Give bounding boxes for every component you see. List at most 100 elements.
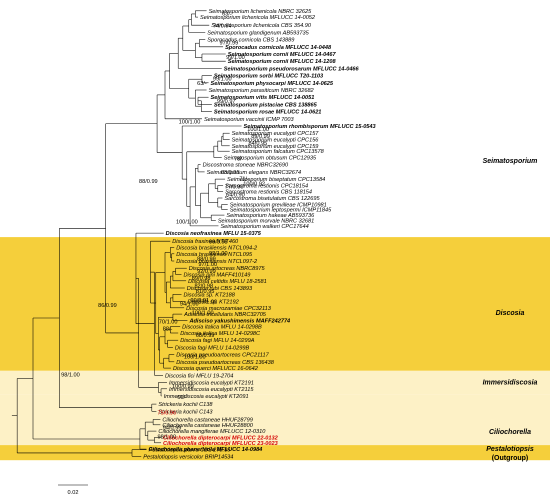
taxon-label: Discosia rubi CBS 143893 bbox=[187, 286, 253, 292]
support-value: 100/1.00 bbox=[179, 120, 201, 126]
support-value: 81/0.95 bbox=[196, 289, 215, 295]
clade-label-pest: Pestalotiopsis bbox=[486, 446, 534, 453]
taxon-label: Discosia sp. KT2188 bbox=[184, 292, 236, 298]
scale-bar: 0.02 bbox=[58, 484, 88, 496]
support-value: 88/0.99 bbox=[139, 179, 158, 185]
taxon-label: Ciliochorella dipterocarpi MFLUCC 22-013… bbox=[163, 435, 279, 441]
support-value: 60/- bbox=[177, 395, 187, 401]
taxon-label: Seimatosporium leptospermi ICMP11845 bbox=[230, 208, 332, 214]
support-value: 86/0.99 bbox=[98, 303, 117, 309]
taxon-label: Seimatosporium lichenicola CBS 354.90 bbox=[211, 23, 312, 29]
band-disc bbox=[0, 237, 550, 371]
support-value: 100/1.00 bbox=[247, 127, 269, 133]
taxon-label: Pestalotiopsis parva CBS 278.35 bbox=[149, 448, 232, 454]
taxon-label: Discosia italica MFLU 14-0298C bbox=[180, 331, 261, 337]
taxon-label: Seimatosporium vitis MFLUCC 14-0051 bbox=[211, 95, 315, 101]
taxon-label: Discosia neofraxinea MFLU 15-0375 bbox=[166, 231, 262, 237]
support-value: 77/0.90 bbox=[225, 184, 244, 190]
support-value: 64/0.90 bbox=[226, 193, 245, 199]
support-value: 89/0.99 bbox=[251, 134, 270, 140]
support-value: 75/0.96 bbox=[157, 410, 176, 416]
taxon-label: Discostroma stoneae NBRC32690 bbox=[203, 163, 289, 169]
taxon-label: Sarcostroma restionis CPC18154 bbox=[225, 183, 308, 189]
taxon-label: Discosia macrozamiae CPC32113 bbox=[186, 306, 272, 312]
taxon-label: Seimatosporium pistaciae CBS 138865 bbox=[214, 102, 318, 108]
support-value: 97/1.00 bbox=[198, 262, 217, 268]
taxon-labels: Seimatosporium lichenicola NBRC 32625Sei… bbox=[143, 9, 377, 460]
support-value: 99/0.91 bbox=[190, 298, 209, 304]
support-value: 100/1.00 bbox=[192, 310, 214, 316]
taxon-label: Seimatosporium glandigenum AB593735 bbox=[207, 30, 309, 36]
taxon-label: Discosia brasiliensis NTCL097-2 bbox=[176, 259, 258, 265]
taxon-label: Seimatosporium biseptatum CPC13584 bbox=[227, 177, 325, 183]
taxon-label: Discosia pseudoartocreas CPC21117 bbox=[176, 353, 269, 359]
support-value: 63/0.91 bbox=[221, 170, 240, 176]
taxon-label: Seimatosporium elegans NBRC32674 bbox=[207, 170, 302, 176]
taxon-label: Sporocadus cornicola MFLUCC 14-0448 bbox=[225, 45, 332, 51]
taxon-label: Discosia fici MFLU 19-2704 bbox=[165, 373, 233, 379]
taxon-label: Seimatosporium rhombisporum MFLUCC 15-05… bbox=[244, 124, 377, 130]
taxon-label: Immersidiscosia eucalypti KT2115 bbox=[169, 387, 254, 393]
support-value: 97/1.00 bbox=[198, 300, 217, 306]
taxon-label: Ciliochorella mangiferae MFLUCC 12-0310 bbox=[158, 429, 266, 435]
taxon-label: Pestalotiopsis versicolor BRIP14534 bbox=[143, 454, 233, 460]
taxon-label: Discosia sp. KT2192 bbox=[187, 300, 239, 306]
support-value: 92/0.99 bbox=[197, 269, 216, 275]
support-value: 100/0.99 bbox=[172, 384, 194, 390]
taxon-label: Ciliochorella castaneae HHUF28799 bbox=[162, 417, 252, 423]
support-value: 100/1.00 bbox=[184, 355, 206, 361]
taxon-label: Ciliochorella castaneae HHUF28800 bbox=[162, 423, 253, 429]
support-value: 100/1.00 bbox=[176, 220, 198, 226]
taxon-label: Seimatosporium physocarpi MFLUCC 14-0625 bbox=[211, 81, 334, 87]
taxon-label: Sarcostroma bisetulatum CBS 122695 bbox=[224, 196, 320, 202]
support-values: 63/- 74/0.94 97/0.99 99/1.00 63/- 99/1.00 99/0… bbox=[61, 12, 270, 441]
support-value: 100/0.92 bbox=[243, 182, 265, 188]
taxon-label: Seimatosporium eucalypti CPC156 bbox=[232, 138, 320, 144]
taxon-label: Strickeria kochii C138 bbox=[158, 402, 213, 408]
taxon-label: Seimatosporium lichenicola MFLUCC 14-005… bbox=[200, 15, 316, 21]
support-value: 70/1.00 bbox=[159, 319, 178, 325]
taxon-label: Seimatosporium eucalypti CPC157 bbox=[232, 131, 320, 137]
taxon-label: Sporocadus cornicola CBS 143889 bbox=[207, 38, 294, 44]
taxon-label: Seimatosporium vaccinii ICMP 7003 bbox=[204, 117, 295, 123]
clade-label-cil: Ciliochorella bbox=[489, 429, 531, 436]
support-value: 68/0.99 bbox=[196, 333, 215, 339]
taxon-label: Immersidiscosia eucalypti KT2191 bbox=[169, 381, 254, 387]
clade-label-seim: Seimatosporium bbox=[483, 158, 538, 165]
clade-label-disc: Discosia bbox=[496, 310, 525, 317]
taxon-label: Immersidiscosia eucalypti KT2091 bbox=[164, 394, 249, 400]
taxon-label: Ciliochorella phanericola MFLUCC 14-0984 bbox=[149, 447, 264, 453]
band-pest bbox=[0, 445, 550, 461]
support-value: 98/1.00 bbox=[61, 373, 80, 379]
band-strickeria bbox=[0, 394, 550, 414]
support-value: 94/0.99 bbox=[163, 426, 182, 432]
taxon-label: Seimatosporium morvale NBRC 32681 bbox=[218, 219, 314, 225]
taxon-label: Discosia brasiliensis NTCL094-2 bbox=[176, 246, 258, 252]
clade-bands bbox=[0, 237, 550, 461]
taxon-label: Seimatosporium eucalypti CPC159 bbox=[232, 144, 319, 150]
taxon-label: Seimatosporium parasiticum NBRC 32682 bbox=[209, 88, 315, 94]
taxon-label: Discosia fagi MFLU 14-0299A bbox=[180, 338, 255, 344]
support-value: 99/1.00 bbox=[226, 55, 245, 61]
taxon-label: Discosia italica MFLU 14-0298B bbox=[182, 325, 262, 331]
support-value: 88/- bbox=[163, 327, 173, 333]
taxon-label: Sarcostroma restionis CBS 118154 bbox=[225, 190, 312, 196]
taxon-label: Seimatosporium walkeri CPC17644 bbox=[220, 224, 308, 230]
clade-label-out: (Outgroup) bbox=[492, 455, 529, 462]
support-value: 63/- bbox=[222, 12, 232, 18]
taxon-label: Discosia pseudoartocreas CBS 136438 bbox=[176, 360, 275, 366]
support-value: 84/0.95 bbox=[249, 141, 268, 147]
support-value: 63/- bbox=[197, 81, 207, 87]
taxon-label: Seimatosporium obtusum CPC12935 bbox=[224, 156, 317, 162]
support-value: 98/1.00 bbox=[157, 435, 176, 441]
taxon-label: Discosia celtidis MFLU 18-2581 bbox=[188, 279, 267, 285]
band-imm bbox=[0, 370, 550, 395]
taxon-label: Seimatosporium hakeae AB593736 bbox=[226, 213, 315, 219]
band-cil bbox=[0, 414, 550, 446]
taxon-label: Seimatosporium rosae MFLUCC 14-0621 bbox=[214, 110, 322, 116]
clade-label-imm: Immersidiscosia bbox=[483, 380, 538, 387]
clade-labels: Seimatosporium Discosia Immersidiscosia Cil… bbox=[483, 158, 538, 462]
taxon-label: Seimatosporium grevilleae ICMP10981 bbox=[230, 202, 327, 208]
taxon-label: Discosia fagi MFLU 14-0299B bbox=[175, 345, 250, 351]
taxon-label: Seimatosporium cornii MFLUCC 14-0467 bbox=[228, 52, 337, 58]
